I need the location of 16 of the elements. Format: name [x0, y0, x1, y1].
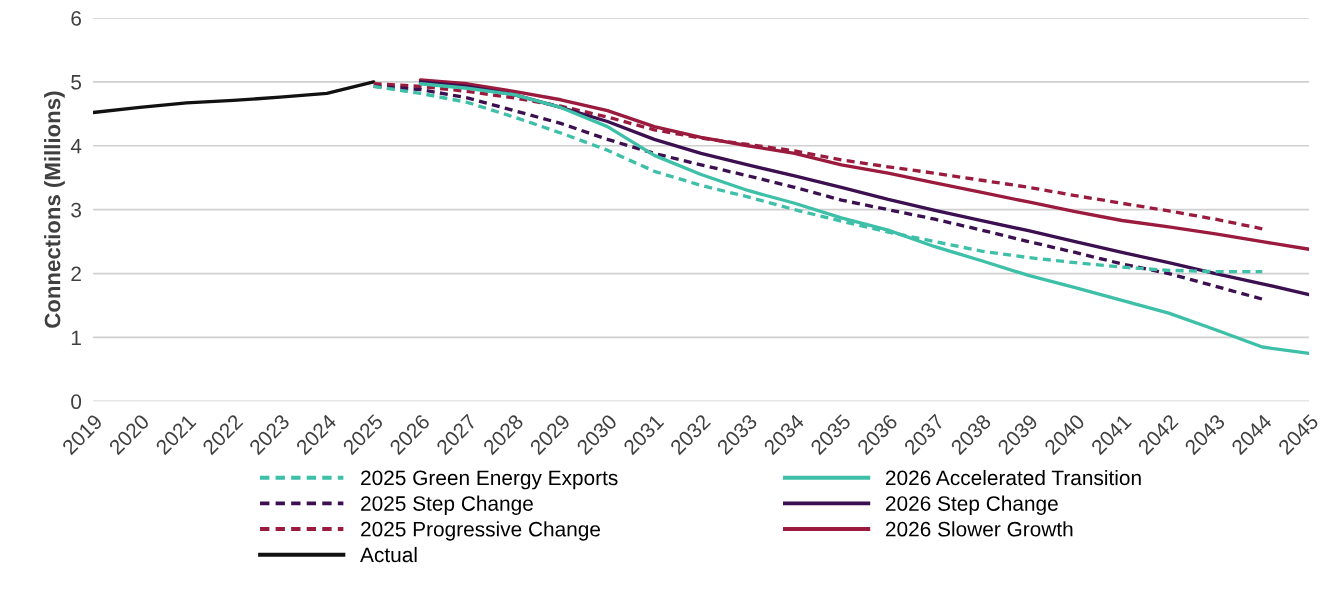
legend-label: 2026 Slower Growth [886, 521, 1073, 537]
y-tick-label: 5 [71, 75, 82, 90]
y-tick-label: 1 [71, 330, 81, 345]
y-tick-label: 3 [71, 202, 81, 218]
legend-label: 2026 Step Change [886, 495, 1058, 516]
y-tick-label: 4 [70, 138, 82, 154]
y-tick-label: 6 [71, 10, 81, 26]
legend-label: 2025 Progressive Change [361, 521, 601, 541]
legend-label: Actual [360, 546, 417, 563]
legend-label: 2025 Step Change [361, 495, 533, 516]
y-tick-label: 2 [71, 266, 81, 282]
legend-label: 2026 Accelerated Transition [886, 469, 1141, 486]
y-tick-label: 0 [71, 394, 82, 410]
legend-label: 2025 Green Energy Exports [361, 470, 618, 490]
y-axis-title: Connections (Millions) [44, 91, 65, 328]
line-series [93, 80, 376, 115]
